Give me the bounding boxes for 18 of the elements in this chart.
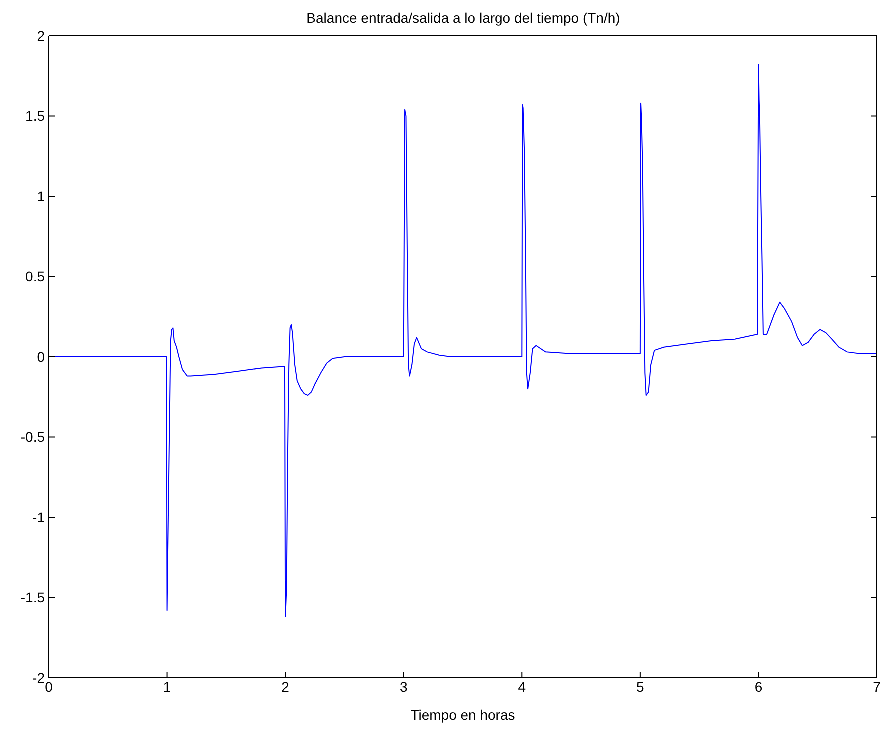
y-tick-label: -1 [32, 509, 46, 526]
y-tick-label: -0.5 [20, 429, 46, 446]
x-tick-label: 7 [873, 678, 882, 695]
x-tick-label: 1 [163, 678, 172, 695]
y-tick-label: 0 [37, 348, 46, 365]
y-tick-label: 2 [37, 28, 46, 44]
y-tick-label: 0.5 [26, 268, 46, 285]
x-tick-label: 2 [282, 678, 290, 695]
y-tick-label: -2 [32, 670, 46, 686]
x-tick-label: 3 [400, 678, 408, 695]
chart-title: Balance entrada/salida a lo largo del tiempo (Tn/h) [306, 10, 622, 26]
y-tick-label: 1 [37, 188, 46, 204]
x-tick-label: 5 [636, 678, 645, 695]
x-tick-label: 6 [754, 678, 763, 695]
y-tick-label: -1.5 [20, 590, 46, 606]
x-tick-label: 4 [518, 678, 526, 695]
y-tick-label: 1.5 [26, 108, 46, 124]
x-axis-title: Tiempo en horas [410, 707, 516, 723]
